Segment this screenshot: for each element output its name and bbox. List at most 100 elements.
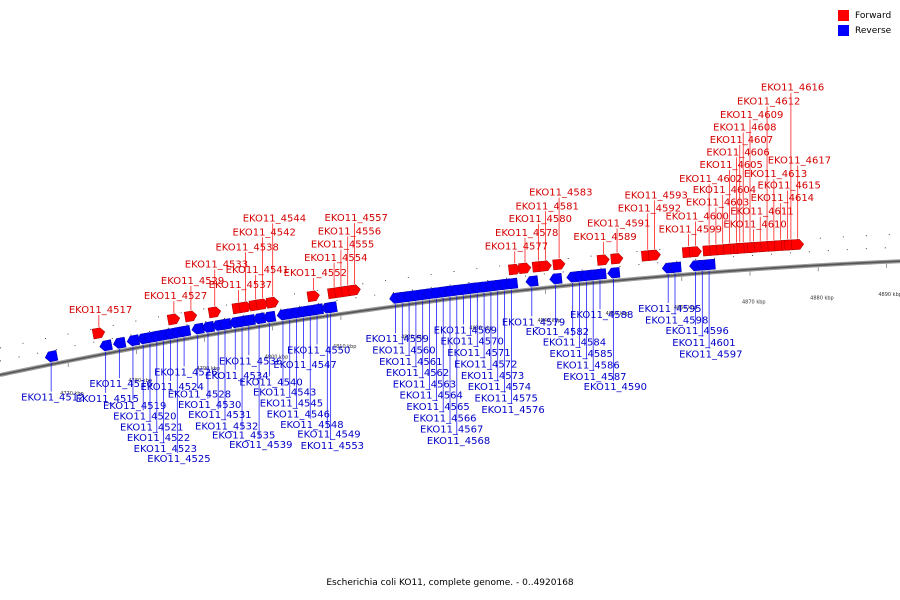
gene-arrow[interactable]	[191, 322, 205, 335]
gene-label[interactable]: EKO11_4512	[21, 392, 84, 403]
gene-arrow[interactable]	[505, 277, 519, 290]
gene-label[interactable]: EKO11_4565	[406, 402, 469, 413]
gene-arrow[interactable]	[44, 350, 59, 363]
gene-label[interactable]: EKO11_4533	[185, 260, 248, 271]
gene-label[interactable]: EKO11_4543	[253, 387, 316, 398]
gene-label[interactable]: EKO11_4553	[301, 441, 364, 452]
gene-label[interactable]: EKO11_4540	[239, 377, 302, 388]
gene-arrow[interactable]	[99, 339, 113, 352]
gene-label[interactable]: EKO11_4615	[758, 181, 821, 192]
gene-arrow[interactable]	[347, 284, 361, 297]
gene-label[interactable]: EKO11_4584	[543, 337, 606, 348]
legend-reverse[interactable]: Reverse	[838, 23, 891, 38]
gene-arrow[interactable]	[126, 334, 141, 347]
gene-label[interactable]: EKO11_4563	[393, 379, 456, 390]
gene-arrow[interactable]	[668, 261, 682, 273]
gene-label[interactable]: EKO11_4572	[454, 359, 517, 370]
gene-label[interactable]: EKO11_4521	[120, 422, 183, 433]
gene-label[interactable]: EKO11_4542	[233, 227, 296, 238]
gene-label[interactable]: EKO11_4522	[127, 433, 190, 444]
gene-label[interactable]: EKO11_4603	[686, 198, 749, 209]
gene-label[interactable]: EKO11_4607	[710, 135, 773, 146]
gene-label[interactable]: EKO11_4585	[550, 349, 613, 360]
gene-label[interactable]: EKO11_4515	[76, 394, 139, 405]
gene-label[interactable]: EKO11_4570	[440, 337, 503, 348]
gene-label[interactable]: EKO11_4599	[659, 224, 722, 235]
gene-label[interactable]: EKO11_4601	[672, 338, 735, 349]
gene-label[interactable]: EKO11_4549	[297, 429, 360, 440]
gene-label[interactable]: EKO11_4597	[679, 349, 742, 360]
gene-arrow[interactable]	[238, 301, 252, 314]
gene-arrow[interactable]	[306, 290, 320, 303]
gene-label[interactable]: EKO11_4528	[168, 389, 231, 400]
gene-arrow[interactable]	[593, 268, 607, 280]
gene-label[interactable]: EKO11_4610	[723, 219, 786, 230]
gene-label[interactable]: EKO11_4566	[413, 413, 476, 424]
gene-arrow[interactable]	[549, 272, 563, 285]
gene-label[interactable]: EKO11_4544	[243, 213, 306, 224]
gene-label[interactable]: EKO11_4526	[154, 367, 217, 378]
gene-label[interactable]: EKO11_4576	[481, 405, 544, 416]
gene-label[interactable]: EKO11_4516	[89, 379, 152, 390]
gene-label[interactable]: EKO11_4545	[260, 399, 323, 410]
gene-arrow[interactable]	[183, 310, 198, 323]
gene-label[interactable]: EKO11_4609	[720, 110, 783, 121]
gene-label[interactable]: EKO11_4529	[161, 276, 224, 287]
gene-label[interactable]: EKO11_4550	[287, 346, 350, 357]
gene-arrow[interactable]	[688, 246, 702, 258]
gene-label[interactable]: EKO11_4555	[311, 240, 374, 251]
gene-label[interactable]: EKO11_4577	[485, 241, 548, 252]
gene-label[interactable]: EKO11_4535	[212, 431, 275, 442]
gene-arrow[interactable]	[552, 258, 566, 271]
gene-arrow[interactable]	[647, 249, 661, 261]
gene-label[interactable]: EKO11_4523	[134, 444, 197, 455]
gene-label[interactable]: EKO11_4588	[570, 310, 633, 321]
gene-label[interactable]: EKO11_4602	[679, 174, 742, 185]
gene-label[interactable]: EKO11_4531	[188, 410, 251, 421]
gene-arrow[interactable]	[218, 318, 233, 330]
gene-label[interactable]: EKO11_4604	[693, 185, 756, 196]
gene-label[interactable]: EKO11_4517	[69, 305, 132, 316]
gene-label[interactable]: EKO11_4554	[304, 253, 367, 264]
gene-arrow[interactable]	[518, 262, 532, 275]
gene-arrow[interactable]	[791, 239, 805, 251]
gene-label[interactable]: EKO11_4598	[645, 316, 708, 327]
gene-label[interactable]: EKO11_4539	[229, 440, 292, 451]
gene-label[interactable]: EKO11_4611	[730, 207, 793, 218]
gene-label[interactable]: EKO11_4600	[665, 212, 728, 223]
gene-label[interactable]: EKO11_4564	[400, 391, 463, 402]
gene-label[interactable]: EKO11_4593	[625, 191, 688, 202]
gene-label[interactable]: EKO11_4536	[219, 356, 282, 367]
gene-label[interactable]: EKO11_4546	[267, 410, 330, 421]
gene-label[interactable]: EKO11_4519	[103, 401, 166, 412]
gene-label[interactable]: EKO11_4591	[587, 218, 650, 229]
gene-label[interactable]: EKO11_4524	[140, 382, 203, 393]
gene-label[interactable]: EKO11_4589	[573, 232, 636, 243]
gene-label[interactable]: EKO11_4574	[468, 382, 531, 393]
gene-arrow[interactable]	[166, 313, 181, 326]
gene-label[interactable]: EKO11_4586	[556, 360, 619, 371]
gene-label[interactable]: EKO11_4581	[515, 201, 578, 212]
gene-label[interactable]: EKO11_4573	[461, 371, 524, 382]
gene-label[interactable]: EKO11_4556	[318, 226, 381, 237]
gene-label[interactable]: EKO11_4560	[372, 346, 435, 357]
gene-arrow[interactable]	[112, 336, 127, 349]
gene-arrow[interactable]	[252, 312, 267, 325]
gene-arrow[interactable]	[265, 296, 279, 309]
gene-label[interactable]: EKO11_4606	[706, 147, 769, 158]
gene-label[interactable]: EKO11_4534	[205, 371, 268, 382]
gene-label[interactable]: EKO11_4538	[215, 242, 278, 253]
gene-label[interactable]: EKO11_4520	[113, 411, 176, 422]
gene-arrow[interactable]	[525, 275, 539, 287]
gene-label[interactable]: EKO11_4527	[144, 291, 207, 302]
gene-label[interactable]: EKO11_4569	[434, 325, 497, 336]
gene-label[interactable]: EKO11_4587	[563, 372, 626, 383]
gene-label[interactable]: EKO11_4562	[386, 368, 449, 379]
gene-label[interactable]: EKO11_4559	[365, 334, 428, 345]
gene-arrow[interactable]	[177, 325, 192, 337]
gene-label[interactable]: EKO11_4608	[713, 122, 776, 133]
gene-arrow[interactable]	[324, 301, 338, 314]
gene-arrow[interactable]	[538, 260, 552, 272]
gene-label[interactable]: EKO11_4613	[744, 169, 807, 180]
gene-label[interactable]: EKO11_4605	[700, 160, 763, 171]
